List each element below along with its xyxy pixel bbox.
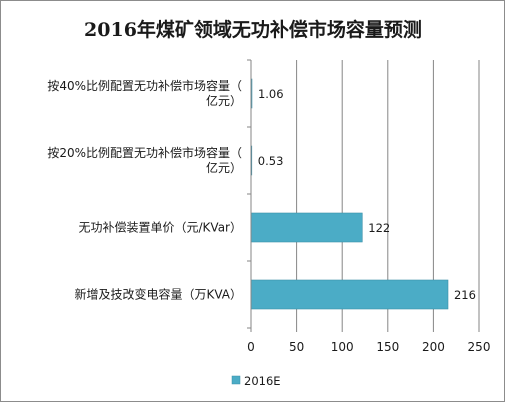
bar	[250, 212, 363, 243]
category-label: 无功补偿装置单价（元/KVar）	[79, 220, 242, 235]
data-label: 122	[368, 221, 390, 235]
bar	[250, 279, 449, 310]
category-label: 新增及技改变电容量（万KVA）	[74, 287, 242, 302]
category-label: 按40%比例配置无功补偿市场容量（亿元）	[47, 78, 242, 108]
legend-label: 2016E	[244, 374, 281, 388]
x-tick-label: 150	[376, 340, 399, 354]
data-label: 0.53	[258, 154, 284, 168]
x-tick-label: 0	[247, 340, 255, 354]
data-label: 1.06	[258, 87, 284, 101]
legend-swatch	[231, 375, 241, 385]
x-tick-label: 250	[468, 340, 491, 354]
data-label: 216	[454, 288, 476, 302]
x-tick-label: 100	[331, 340, 354, 354]
x-tick-label: 50	[289, 340, 304, 354]
chart-title: 2016年煤矿领域无功补偿市场容量预测	[84, 18, 422, 41]
category-label: 按20%比例配置无功补偿市场容量（亿元）	[47, 145, 242, 175]
x-tick-label: 200	[422, 340, 445, 354]
legend: 2016E	[231, 374, 281, 388]
